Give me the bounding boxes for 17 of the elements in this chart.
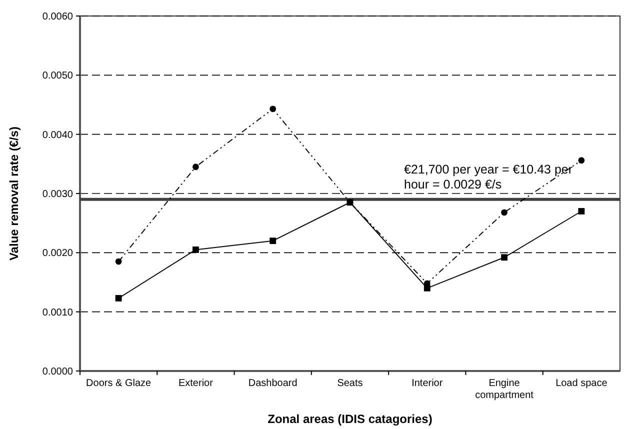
y-axis-title: Value removal rate (€/s) <box>7 126 21 261</box>
y-tick-label: 0.0030 <box>42 189 74 200</box>
y-tick-label: 0.0000 <box>42 366 74 378</box>
y-tick-label: 0.0010 <box>42 307 74 318</box>
x-tick-label: Dashboard <box>248 378 298 389</box>
x-tick-label: Seats <box>337 378 363 389</box>
x-tick-label: Doors & Glaze <box>86 378 152 389</box>
y-tick-label: 0.0060 <box>42 12 74 22</box>
y-tick-label: 0.0050 <box>42 70 74 82</box>
y-tick-label: 0.0040 <box>42 130 74 141</box>
x-tick-label: Engine compartment <box>475 378 534 401</box>
x-axis-title: Zonal areas (IDIS catagories) <box>268 412 432 426</box>
y-tick-label: 0.0020 <box>42 248 74 260</box>
ref-line-label: €21,700 per year = €10.43 per hour = 0.0029 €/s <box>404 162 573 192</box>
x-tick-label: Interior <box>412 378 444 389</box>
x-tick-label: Load space <box>556 378 608 389</box>
x-tick-label: Exterior <box>178 378 214 389</box>
